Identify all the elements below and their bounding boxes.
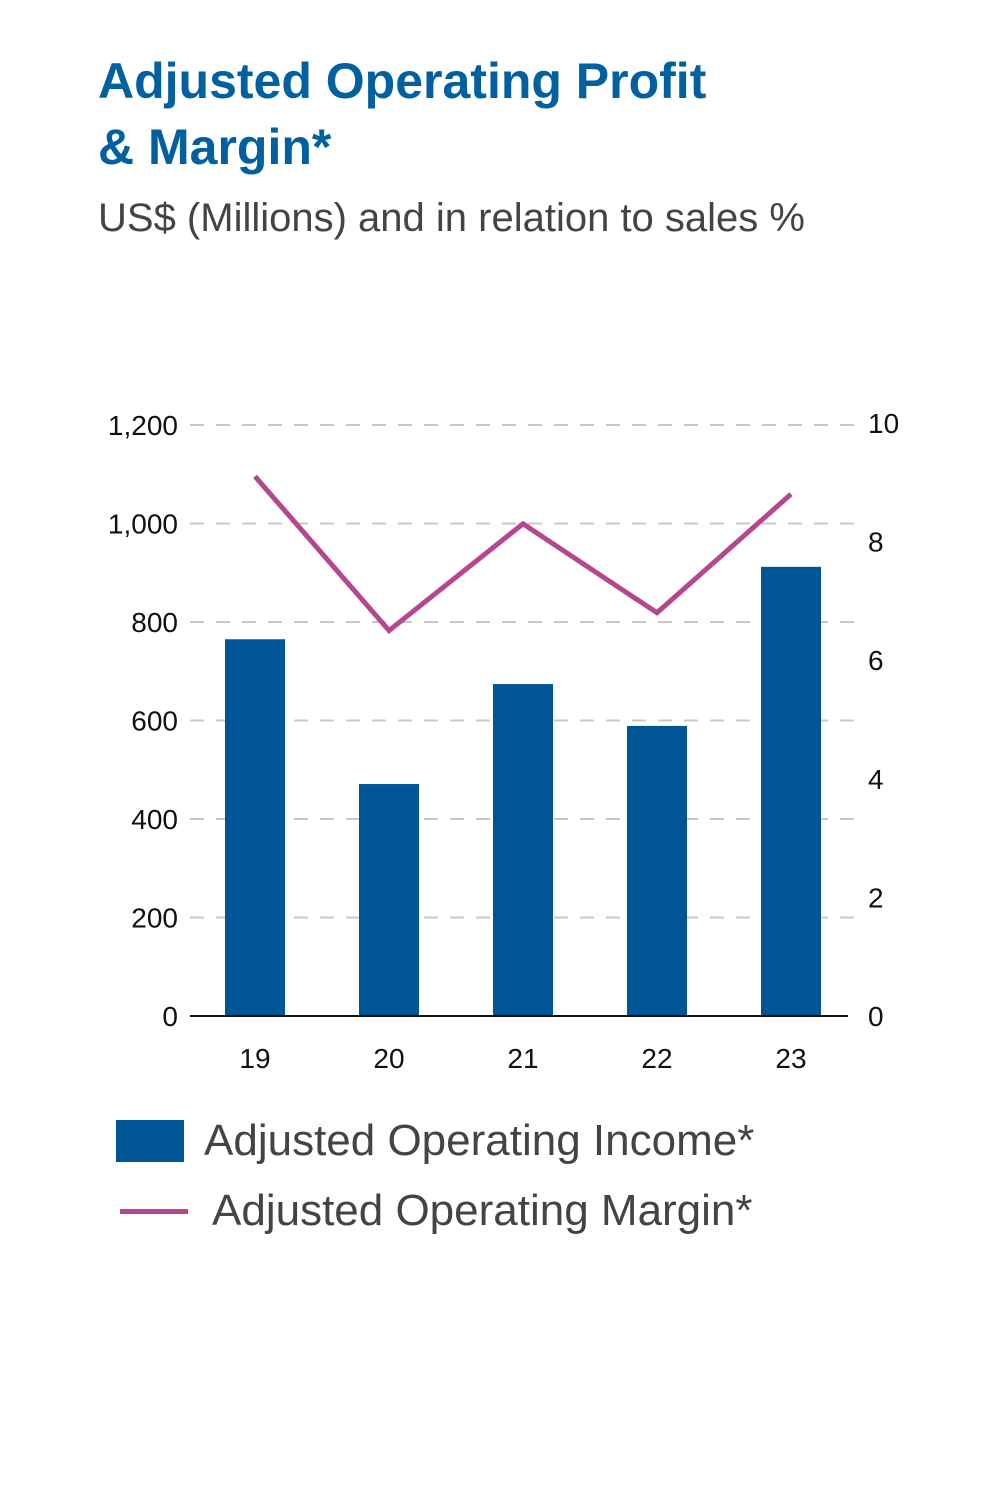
legend-item-income: Adjusted Operating Income* (116, 1106, 754, 1176)
legend-label: Adjusted Operating Margin* (212, 1186, 753, 1235)
chart-subtitle: US$ (Millions) and in relation to sales … (98, 196, 805, 240)
x-tick-label: 22 (641, 1043, 672, 1074)
left-tick-label: 400 (131, 804, 178, 835)
bar (359, 784, 419, 1016)
left-tick-label: 600 (131, 706, 178, 737)
left-tick-label: 1,000 (108, 509, 178, 540)
legend-label: Adjusted Operating Income* (204, 1116, 755, 1165)
x-tick-label: 21 (507, 1043, 538, 1074)
margin-line (253, 474, 793, 634)
bar (493, 684, 553, 1016)
legend: Adjusted Operating Income* Adjusted Oper… (116, 1106, 754, 1246)
left-tick-label: 800 (131, 607, 178, 638)
right-tick-label: 8 (868, 527, 884, 558)
right-tick-label: 10 (868, 408, 899, 439)
left-tick-label: 1,200 (108, 410, 178, 441)
left-tick-label: 0 (162, 1001, 178, 1032)
right-tick-label: 6 (868, 645, 884, 676)
bar (225, 639, 285, 1016)
bar (761, 566, 821, 1016)
x-tick-label: 20 (373, 1043, 404, 1074)
x-tick-label: 23 (775, 1043, 806, 1074)
title-line-1: Adjusted Operating Profit (98, 53, 707, 109)
right-tick-label: 0 (868, 1001, 884, 1032)
bar (627, 725, 687, 1016)
chart-title: Adjusted Operating Profit & Margin* (98, 48, 898, 180)
legend-item-margin: Adjusted Operating Margin* (116, 1176, 754, 1246)
right-tick-label: 4 (868, 764, 884, 795)
legend-swatch-line (120, 1208, 188, 1214)
legend-swatch-bar (116, 1120, 184, 1162)
title-line-2: & Margin* (98, 119, 332, 175)
chart-plot: 0 200 400 600 800 1,000 1,200 0 2 4 6 8 10 19 20 21 22 23 (108, 408, 899, 1074)
right-tick-label: 2 (868, 882, 884, 913)
x-tick-label: 19 (239, 1043, 270, 1074)
left-tick-label: 200 (131, 903, 178, 934)
